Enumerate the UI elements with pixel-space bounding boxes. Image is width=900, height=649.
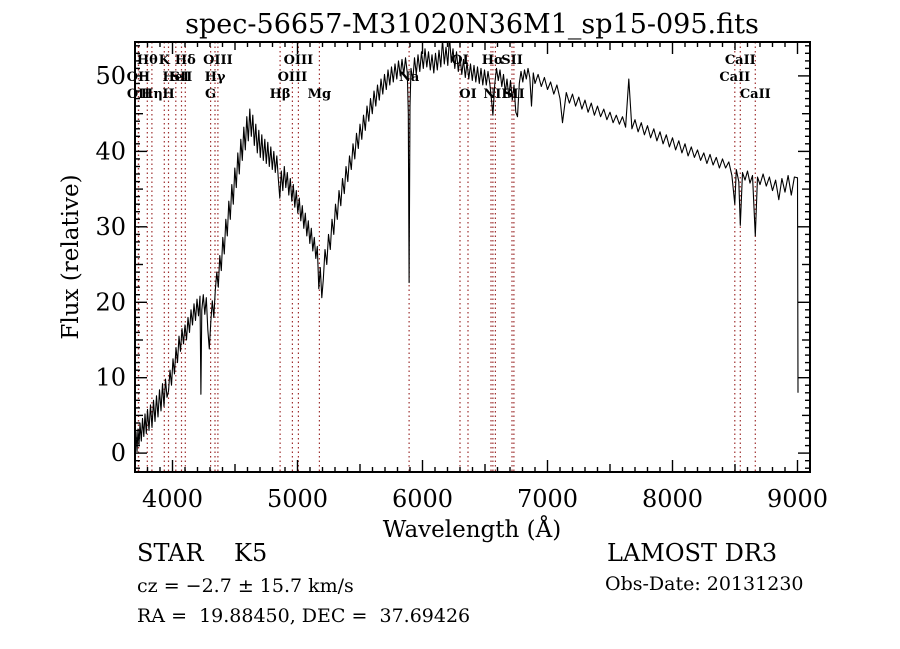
- line-label-SII: SII: [501, 53, 523, 68]
- line-label-OI: OI: [459, 87, 476, 102]
- line-label-OIII: OIII: [203, 53, 233, 68]
- line-label-CaII: CaII: [725, 53, 756, 68]
- line-label-OI: OI: [451, 53, 468, 68]
- y-tick-label: 10: [95, 364, 126, 392]
- classification-text: STAR K5: [137, 539, 267, 567]
- line-label-Hη: Hη: [141, 87, 163, 102]
- line-label-Hβ: Hβ: [270, 87, 291, 102]
- line-label-Hθ: Hθ: [137, 53, 158, 68]
- line-label-OIII: OIII: [284, 53, 314, 68]
- plot-border: [134, 41, 811, 473]
- y-tick-label: 0: [111, 439, 126, 467]
- line-label-OII: OII: [127, 87, 151, 102]
- line-label-H: H: [162, 87, 174, 102]
- spectrum-line: [135, 42, 799, 453]
- x-tick-label: 7000: [517, 485, 578, 513]
- line-label-OIII: OIII: [278, 70, 308, 85]
- x-tick-label: 6000: [392, 485, 453, 513]
- x-tick-label: 5000: [267, 485, 328, 513]
- line-label-Hδ: Hδ: [175, 53, 196, 68]
- spectrum-trace: [135, 42, 799, 453]
- y-tick-label: 40: [95, 137, 126, 165]
- y-axis-title: Flux (relative): [58, 174, 84, 339]
- line-label-K: K: [159, 53, 171, 68]
- line-label-NII: NII: [483, 87, 507, 102]
- figure-title: spec-56657-M31020N36M1_sp15-095.fits: [185, 9, 759, 40]
- line-label-CaII: CaII: [740, 87, 771, 102]
- obs-date-text: Obs-Date: 20131230: [605, 573, 804, 595]
- x-tick-label: 8000: [642, 485, 703, 513]
- survey-text: LAMOST DR3: [607, 539, 777, 567]
- line-label-Hα: Hα: [482, 53, 504, 68]
- spectral-line-markers: [137, 42, 756, 472]
- line-label-Na: Na: [399, 70, 420, 85]
- x-tick-label: 4000: [142, 485, 203, 513]
- plot-frame: [134, 41, 811, 473]
- line-label-HeI: HeI: [162, 70, 189, 85]
- x-axis-title: Wavelength (Å): [383, 515, 561, 543]
- axis-ticks: [135, 42, 810, 472]
- ra-dec-text: RA = 19.88450, DEC = 37.69426: [137, 605, 470, 627]
- spectral-line-labels: OIIOIIHθHηKHHeISIIHδGHγOIIIHβOIIIOIIIMgN…: [127, 53, 771, 102]
- line-label-SII: SII: [171, 70, 193, 85]
- line-label-Hγ: Hγ: [205, 70, 226, 85]
- line-label-SII: SII: [503, 87, 525, 102]
- axis-tick-labels: 4000 5000 6000 7000 8000 9000 0 10 20 30 40 50: [95, 62, 828, 513]
- line-label-OII: OII: [127, 70, 151, 85]
- y-tick-label: 20: [95, 288, 126, 316]
- y-tick-label: 50: [95, 62, 126, 90]
- x-tick-label: 9000: [767, 485, 828, 513]
- y-tick-label: 30: [95, 213, 126, 241]
- line-label-CaII: CaII: [719, 70, 750, 85]
- cz-text: cz = −2.7 ± 15.7 km/s: [137, 575, 354, 597]
- line-label-G: G: [205, 87, 216, 102]
- line-label-Mg: Mg: [308, 87, 331, 102]
